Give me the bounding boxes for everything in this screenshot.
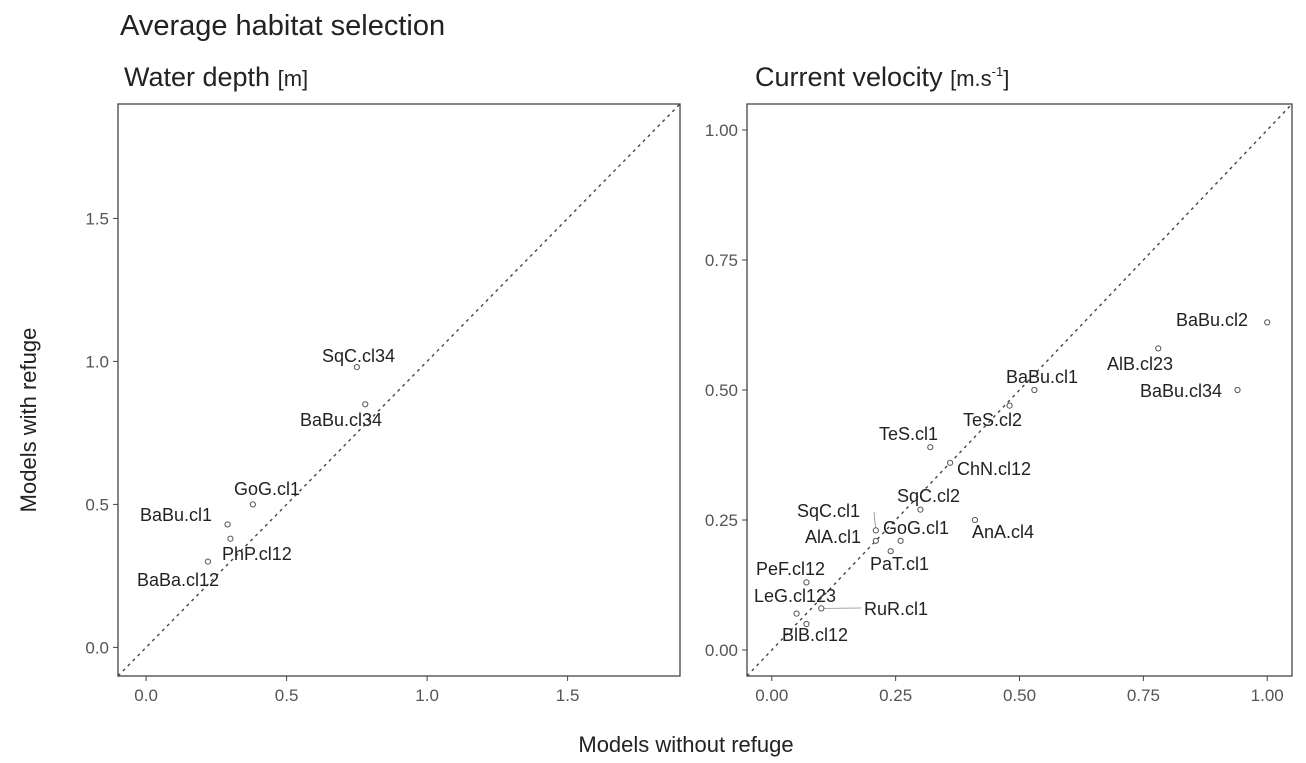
x-tick-label: 1.0 <box>415 686 439 705</box>
data-point <box>927 444 934 451</box>
data-point <box>1234 386 1241 394</box>
x-tick-label: 0.25 <box>879 686 912 705</box>
point-label: TeS.cl2 <box>963 410 1022 430</box>
data-point <box>887 548 894 555</box>
point-label: BaBu.cl34 <box>1140 381 1222 401</box>
data-point <box>224 521 231 528</box>
point-label: PaT.cl1 <box>870 554 929 574</box>
y-tick-label: 0.0 <box>85 638 109 657</box>
point-label: SqC.cl1 <box>797 501 860 521</box>
point-label: BaBu.cl1 <box>1006 367 1078 387</box>
figure-title: Average habitat selection <box>120 10 445 42</box>
data-point <box>1264 319 1271 326</box>
point-label: TeS.cl1 <box>879 424 938 444</box>
data-point <box>818 605 825 612</box>
data-point <box>947 459 954 466</box>
point-label: BaBu.cl2 <box>1176 310 1248 330</box>
point-label: BaBa.cl12 <box>137 570 219 590</box>
x-tick-label: 1.5 <box>556 686 580 705</box>
data-point <box>897 537 904 544</box>
x-tick-label: 0.0 <box>134 686 158 705</box>
point-label: AlA.cl1 <box>805 527 861 547</box>
point-label: SqC.cl2 <box>897 486 960 506</box>
data-point <box>793 610 800 617</box>
x-tick-label: 0.75 <box>1127 686 1160 705</box>
x-axis-label: Models without refuge <box>578 732 793 757</box>
point-label: AlB.cl23 <box>1107 354 1173 374</box>
data-point <box>227 535 234 542</box>
point-label: BlB.cl12 <box>782 625 848 645</box>
point-label: PhP.cl12 <box>222 544 292 564</box>
point-label: PeF.cl12 <box>756 559 825 579</box>
y-tick-label: 1.0 <box>85 352 109 371</box>
panel-title-depth: Water depth [m] <box>124 62 308 92</box>
data-point <box>1006 402 1013 409</box>
point-label: BaBu.cl1 <box>140 505 212 525</box>
identity-line <box>117 103 681 677</box>
identity-line <box>746 103 1293 677</box>
data-point <box>204 558 212 565</box>
point-label: RuR.cl1 <box>864 599 928 619</box>
data-point <box>803 579 810 586</box>
data-point <box>1155 345 1162 352</box>
data-point <box>353 364 360 371</box>
data-point <box>362 401 369 408</box>
y-axis-label: Models with refuge <box>16 328 41 513</box>
panel-title-velocity: Current velocity [m.s-1] <box>755 62 1009 92</box>
data-point <box>872 537 879 544</box>
plot-frame <box>117 103 681 677</box>
point-label: LeG.cl123 <box>754 586 836 606</box>
y-tick-label: 1.5 <box>85 209 109 228</box>
x-tick-label: 0.50 <box>1003 686 1036 705</box>
data-point <box>872 527 879 534</box>
y-tick-label: 0.50 <box>705 381 738 400</box>
point-label: SqC.cl34 <box>322 346 395 366</box>
point-label: AnA.cl4 <box>972 522 1034 542</box>
point-label: GoG.cl1 <box>883 518 949 538</box>
data-point <box>249 501 256 508</box>
y-tick-label: 0.25 <box>705 511 738 530</box>
x-tick-label: 0.5 <box>275 686 299 705</box>
point-label: BaBu.cl34 <box>300 410 382 430</box>
data-point <box>1031 386 1038 394</box>
y-tick-label: 0.00 <box>705 641 738 660</box>
depth-scatter-panel: 0.0 0.5 1.0 1.5 0.0 0.5 1.0 1.5 SqC.cl34 BaBu.cl3… <box>85 103 681 705</box>
velocity-scatter-panel: 0.00 0.25 0.50 0.75 1.00 0.00 0.25 0.50 0.75 1.00… <box>705 103 1293 705</box>
y-tick-label: 0.5 <box>85 495 109 514</box>
y-tick-label: 0.75 <box>705 251 738 270</box>
data-point <box>803 620 810 628</box>
point-label: GoG.cl1 <box>234 479 300 499</box>
data-point <box>917 506 924 513</box>
point-label: ChN.cl12 <box>957 459 1031 479</box>
data-point <box>971 516 979 524</box>
x-tick-label: 0.00 <box>755 686 788 705</box>
y-tick-label: 1.00 <box>705 121 738 140</box>
x-tick-label: 1.00 <box>1251 686 1284 705</box>
